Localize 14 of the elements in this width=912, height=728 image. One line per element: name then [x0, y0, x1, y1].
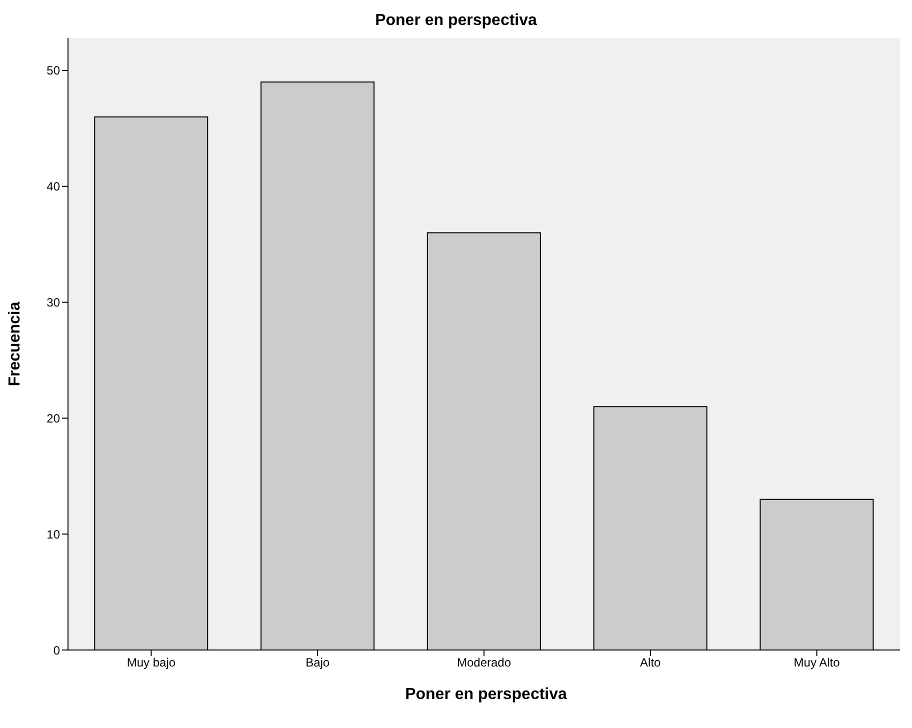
x-tick-label: Moderado — [456, 656, 512, 670]
y-tick-label: 50 — [46, 64, 60, 78]
y-tick-label: 0 — [53, 643, 60, 658]
chart-title: Poner en perspectiva — [374, 11, 538, 31]
x-axis-title: Poner en perspectiva — [404, 686, 568, 704]
x-tick-label: Muy bajo — [126, 656, 176, 670]
y-tick-label: 30 — [46, 296, 60, 310]
y-tick-label: 20 — [46, 411, 60, 426]
y-tick-label: 10 — [46, 527, 60, 542]
y-tick-label: 40 — [46, 180, 60, 194]
x-tick-label: Bajo — [306, 656, 330, 670]
y-axis-title: Frecuencia — [6, 302, 24, 386]
x-tick-label: Alto — [640, 656, 662, 670]
x-tick-label: Muy Alto — [794, 656, 840, 670]
